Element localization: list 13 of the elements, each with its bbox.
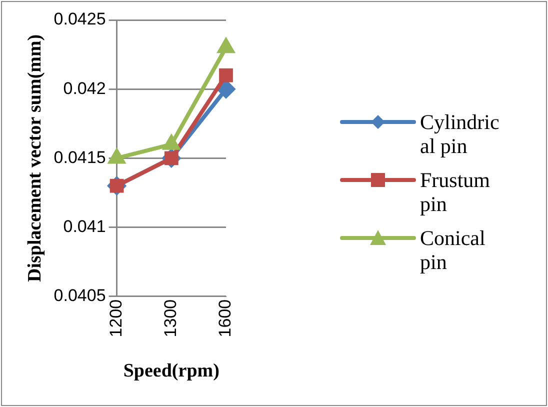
legend-label: Cylindrical pin [420, 110, 500, 158]
x-tick-label: 1600 [216, 299, 235, 338]
x-tick-label: 1300 [161, 299, 180, 338]
y-tick-label: 0.0425 [54, 10, 106, 29]
x-tick-label: 1200 [106, 299, 126, 338]
legend-label: Conical pin [420, 226, 486, 274]
y-tick-label: 0.042 [63, 78, 106, 98]
y-tick-label: 0.041 [63, 216, 106, 236]
y-tick-label: 0.0405 [54, 286, 106, 306]
y-axis-title: Displacement vector sum(mm) [24, 34, 46, 282]
x-axis-title: Speed(rpm) [123, 360, 220, 382]
legend-label: Frustum pin [420, 168, 492, 216]
y-tick-label: 0.0415 [54, 148, 106, 167]
